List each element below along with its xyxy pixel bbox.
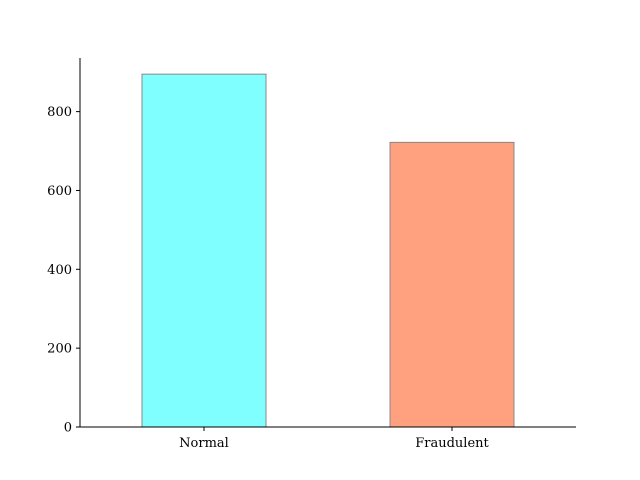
y-tick-label: 200 <box>47 342 72 357</box>
bars-layer <box>142 74 514 427</box>
y-tick-label: 400 <box>47 263 72 278</box>
y-tick-label: 600 <box>47 184 72 199</box>
y-axis-ticks: 0 200 400 600 800 <box>47 105 80 435</box>
bar-fraudulent <box>390 142 514 427</box>
x-tick-label: Fraudulent <box>415 436 489 451</box>
y-tick-label: 800 <box>47 105 72 120</box>
y-tick-label: 0 <box>64 421 72 436</box>
x-tick-label: Normal <box>179 436 229 451</box>
bar-normal <box>142 74 266 427</box>
x-axis-ticks: Normal Fraudulent <box>179 427 489 451</box>
